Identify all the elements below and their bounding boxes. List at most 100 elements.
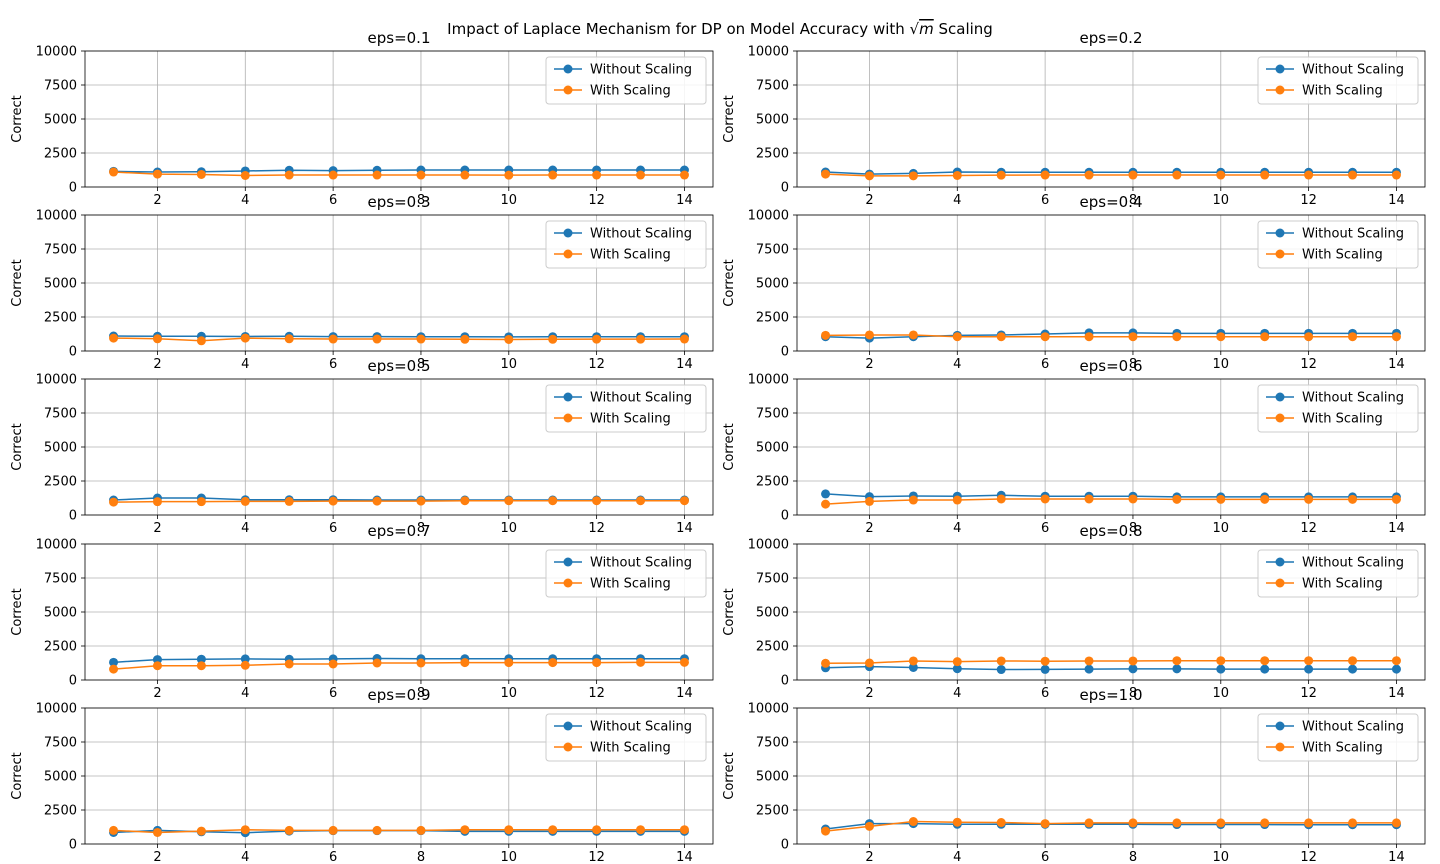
series-line-without-scaling xyxy=(825,822,1397,830)
x-tick-label: 8 xyxy=(417,686,425,701)
y-tick-label: 0 xyxy=(781,838,789,853)
legend-marker xyxy=(1275,413,1285,423)
data-point-with-scaling xyxy=(908,656,918,666)
data-point-with-scaling xyxy=(1084,494,1094,504)
y-axis-label: Correct xyxy=(10,259,25,306)
y-tick-label: 0 xyxy=(69,838,77,853)
data-point-with-scaling xyxy=(1260,656,1270,666)
x-tick-label: 6 xyxy=(1041,686,1049,701)
x-tick-label: 10 xyxy=(1213,521,1230,536)
data-point-without-scaling xyxy=(1260,664,1270,674)
legend-box xyxy=(1257,713,1419,762)
data-point-with-scaling xyxy=(284,334,294,344)
y-tick-label: 7500 xyxy=(756,79,789,94)
legend-label: Without Scaling xyxy=(590,556,692,571)
y-tick-label: 5000 xyxy=(756,441,789,456)
data-point-with-scaling xyxy=(679,657,689,667)
data-point-with-scaling xyxy=(1304,332,1314,342)
data-point-with-scaling xyxy=(1304,656,1314,666)
legend-marker xyxy=(563,228,573,238)
x-tick-label: 4 xyxy=(953,357,961,372)
series-line-with-scaling xyxy=(825,820,1397,832)
data-point-with-scaling xyxy=(996,170,1006,180)
y-tick-label: 10000 xyxy=(748,373,789,388)
data-point-with-scaling xyxy=(460,334,470,344)
data-point-with-scaling xyxy=(109,497,119,507)
legend: Without Scaling With Scaling xyxy=(1257,713,1419,762)
data-point-with-scaling xyxy=(240,170,250,180)
x-tick-label: 2 xyxy=(153,686,161,701)
subplot-2: 2 4 6 8 10 12 14 0 2500 5000 7500 10000 Correct eps=0… xyxy=(722,29,1426,208)
x-tick-label: 6 xyxy=(329,357,337,372)
y-tick-label: 7500 xyxy=(44,407,77,422)
legend-label: With Scaling xyxy=(1302,248,1383,263)
legend-label: Without Scaling xyxy=(590,720,692,735)
suptitle-main-text: Impact of Laplace Mechanism for DP on Mo… xyxy=(447,20,909,38)
data-point-with-scaling xyxy=(1040,656,1050,666)
series-line-with-scaling xyxy=(825,498,1397,505)
y-tick-label: 2500 xyxy=(44,804,77,819)
legend-marker xyxy=(1275,392,1285,402)
legend: Without Scaling With Scaling xyxy=(1257,220,1419,269)
y-tick-label: 2500 xyxy=(44,147,77,162)
data-point-with-scaling xyxy=(109,333,119,343)
data-point-with-scaling xyxy=(1128,170,1138,180)
data-point-without-scaling xyxy=(1216,664,1226,674)
y-tick-label: 0 xyxy=(69,345,77,360)
subplot-title: eps=0.7 xyxy=(368,522,431,540)
legend-marker xyxy=(563,557,573,567)
y-tick-label: 7500 xyxy=(756,736,789,751)
data-point-with-scaling xyxy=(504,825,514,835)
data-point-with-scaling xyxy=(1216,818,1226,828)
x-tick-label: 12 xyxy=(588,850,605,864)
y-tick-label: 7500 xyxy=(44,572,77,587)
series-line-with-scaling xyxy=(113,661,685,670)
data-point-with-scaling xyxy=(460,496,470,506)
x-tick-label: 8 xyxy=(417,521,425,536)
data-point-with-scaling xyxy=(460,825,470,835)
x-tick-label: 14 xyxy=(1388,686,1405,701)
y-tick-label: 7500 xyxy=(44,736,77,751)
legend-label: Without Scaling xyxy=(590,63,692,78)
data-point-with-scaling xyxy=(240,333,250,343)
legend-marker xyxy=(563,249,573,259)
y-tick-label: 7500 xyxy=(756,243,789,258)
y-axis-label: Correct xyxy=(10,752,25,799)
x-tick-label: 4 xyxy=(953,850,961,864)
legend-marker xyxy=(1275,578,1285,588)
x-tick-label: 12 xyxy=(1300,521,1317,536)
x-tick-label: 12 xyxy=(588,686,605,701)
legend-label: With Scaling xyxy=(1302,741,1383,756)
x-tick-label: 6 xyxy=(329,521,337,536)
data-point-with-scaling xyxy=(416,658,426,668)
data-point-with-scaling xyxy=(284,496,294,506)
data-point-with-scaling xyxy=(416,334,426,344)
legend: Without Scaling With Scaling xyxy=(1257,384,1419,433)
y-tick-label: 10000 xyxy=(36,538,77,553)
data-point-with-scaling xyxy=(996,494,1006,504)
subplot-title: eps=0.6 xyxy=(1080,357,1143,375)
x-tick-label: 2 xyxy=(865,686,873,701)
data-point-with-scaling xyxy=(864,171,874,181)
x-tick-label: 8 xyxy=(1129,686,1137,701)
data-point-with-scaling xyxy=(548,334,558,344)
subplot-4: 2 4 6 8 10 12 14 0 2500 5000 7500 10000 Correct eps=0… xyxy=(722,193,1426,372)
data-point-with-scaling xyxy=(636,825,646,835)
data-point-with-scaling xyxy=(1348,332,1358,342)
data-point-with-scaling xyxy=(328,170,338,180)
data-point-with-scaling xyxy=(1172,494,1182,504)
data-point-with-scaling xyxy=(592,334,602,344)
series-line-without-scaling xyxy=(825,493,1397,498)
data-point-with-scaling xyxy=(679,170,689,180)
data-point-with-scaling xyxy=(152,661,162,671)
y-tick-label: 10000 xyxy=(748,538,789,553)
data-point-with-scaling xyxy=(864,658,874,668)
y-tick-label: 10000 xyxy=(748,45,789,60)
y-tick-label: 2500 xyxy=(756,640,789,655)
series-line-with-scaling xyxy=(113,337,685,342)
legend-marker xyxy=(563,578,573,588)
data-point-with-scaling xyxy=(372,658,382,668)
legend-box xyxy=(545,713,707,762)
